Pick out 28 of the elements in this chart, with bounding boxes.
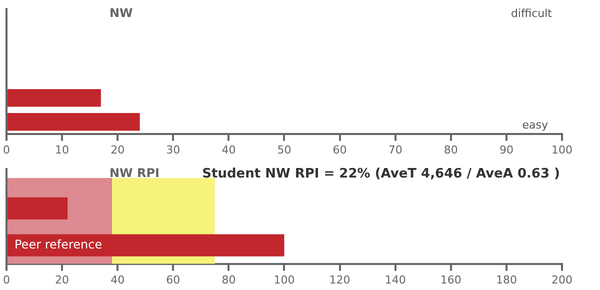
x-tick-label: 0: [3, 273, 10, 286]
x-tick-label: 200: [552, 273, 572, 286]
x-tick-label: 70: [388, 143, 402, 156]
x-tick-label: 80: [222, 273, 236, 286]
x-tick-label: 20: [55, 273, 70, 286]
x-tick-label: 140: [384, 273, 406, 286]
x-tick-label: 100: [552, 143, 572, 156]
x-tick-label: 10: [55, 143, 70, 156]
x-tick-label: 20: [110, 143, 125, 156]
annotation: Student NW RPI = 22% (AveT 4,646 / AveA 0.63 ): [202, 166, 560, 182]
chart-title: NW: [110, 6, 133, 20]
x-tick-label: 120: [329, 273, 350, 286]
x-tick-label: 180: [496, 273, 517, 286]
x-tick-label: 50: [277, 143, 292, 156]
x-tick-label: 0: [3, 143, 10, 156]
x-tick-label: 40: [222, 143, 236, 156]
x-tick-label: 60: [166, 273, 180, 286]
x-tick-label: 100: [274, 273, 295, 286]
x-tick-label: 80: [444, 143, 458, 156]
annotation: easy: [522, 118, 548, 132]
x-tick-label: 90: [499, 143, 514, 156]
x-tick-label: 160: [440, 273, 462, 286]
y-tick-label: Peer reference: [14, 237, 102, 252]
chart-title: NW RPI: [110, 166, 160, 180]
text: difficult: [510, 6, 553, 20]
x-tick-label: 30: [166, 143, 180, 156]
x-tick-label: 60: [332, 143, 347, 156]
x-tick-label: 40: [110, 273, 125, 286]
